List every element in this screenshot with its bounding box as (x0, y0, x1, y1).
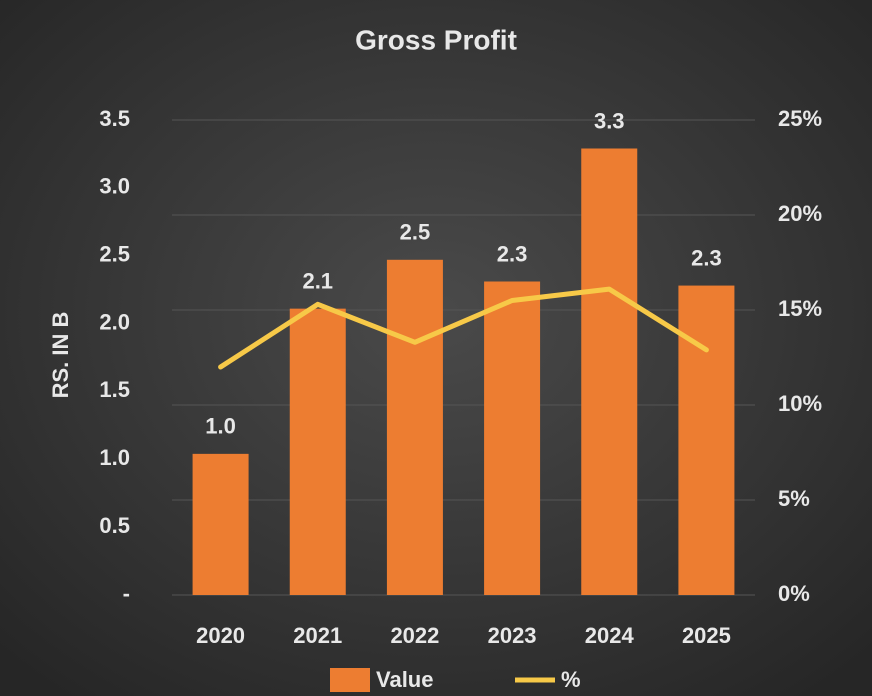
y2-tick-label: 25% (778, 106, 822, 131)
bar (192, 453, 249, 595)
y2-tick-label: 10% (778, 391, 822, 416)
data-label: 3.3 (594, 108, 625, 133)
data-label: 2.3 (497, 241, 528, 266)
y-tick-label: 1.0 (99, 445, 130, 470)
data-label: 2.5 (400, 220, 431, 245)
y-tick-label: - (123, 581, 130, 606)
y2-tick-label: 15% (778, 296, 822, 321)
chart-title: Gross Profit (355, 24, 517, 55)
legend-swatch (330, 668, 370, 692)
x-tick-label: 2023 (488, 623, 537, 648)
bar (484, 281, 541, 595)
y-tick-label: 2.5 (99, 242, 130, 267)
bar (289, 308, 346, 595)
y2-tick-label: 20% (778, 201, 822, 226)
y-tick-label: 0.5 (99, 513, 130, 538)
x-tick-label: 2024 (585, 623, 635, 648)
legend-label: % (561, 667, 581, 692)
y-tick-label: 2.0 (99, 309, 130, 334)
y2-tick-label: 0% (778, 581, 810, 606)
y2-tick-label: 5% (778, 486, 810, 511)
x-tick-label: 2020 (196, 623, 245, 648)
data-label: 1.0 (205, 414, 236, 439)
line (218, 286, 709, 370)
x-tick-label: 2022 (390, 623, 439, 648)
data-label: 2.1 (302, 268, 333, 293)
y-tick-label: 1.5 (99, 377, 130, 402)
y-tick-label: 3.5 (99, 106, 130, 131)
y-tick-label: 3.0 (99, 174, 130, 199)
x-tick-label: 2021 (293, 623, 342, 648)
bar (581, 148, 638, 595)
bar (386, 259, 443, 595)
bar (678, 285, 735, 595)
data-label: 2.3 (691, 245, 722, 270)
x-tick-label: 2025 (682, 623, 731, 648)
legend-label: Value (376, 667, 433, 692)
y-axis-label: RS. IN B (48, 312, 73, 399)
